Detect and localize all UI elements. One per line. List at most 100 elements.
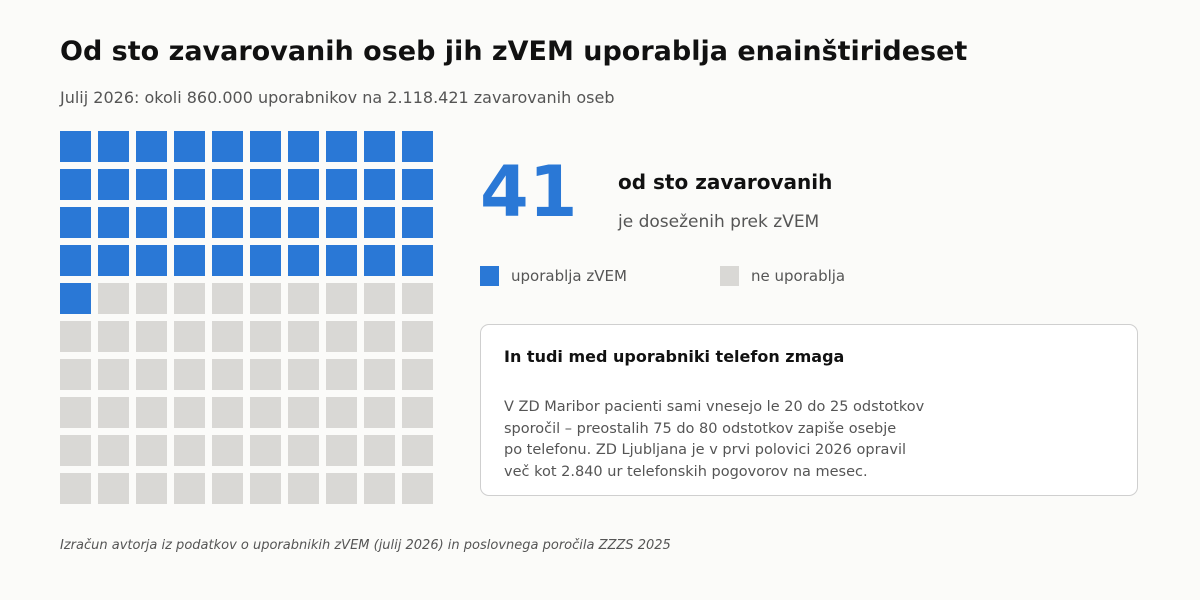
waffle-cell-inactive (326, 359, 357, 390)
waffle-cell-active (174, 169, 205, 200)
waffle-cell-active (250, 169, 281, 200)
waffle-cell-active (212, 245, 243, 276)
waffle-cell-inactive (402, 473, 433, 504)
legend-label-inactive: ne uporablja (751, 267, 846, 285)
waffle-cell-inactive (326, 473, 357, 504)
waffle-cell-active (174, 245, 205, 276)
waffle-cell-active (288, 131, 319, 162)
highlight-sublabel: je doseženih prek zVEM (618, 212, 820, 232)
legend-item-inactive: ne uporablja (720, 266, 845, 286)
legend-swatch-inactive (720, 266, 739, 286)
highlight-label: od sto zavarovanih (618, 170, 833, 194)
waffle-cell-active (60, 207, 91, 238)
waffle-cell-inactive (250, 321, 281, 352)
legend-label-active: uporablja zVEM (511, 267, 627, 285)
page-title: Od sto zavarovanih oseb jih zVEM uporabl… (60, 36, 968, 67)
waffle-cell-inactive (326, 435, 357, 466)
waffle-cell-inactive (60, 435, 91, 466)
info-card-body: V ZD Maribor pacienti sami vnesejo le 20… (504, 397, 1104, 484)
waffle-cell-active (136, 207, 167, 238)
waffle-cell-inactive (174, 321, 205, 352)
waffle-cell-active (212, 131, 243, 162)
info-card-line: sporočil – preostalih 75 do 80 odstotkov… (504, 420, 897, 437)
waffle-cell-inactive (326, 283, 357, 314)
waffle-cell-active (212, 169, 243, 200)
waffle-cell-inactive (250, 283, 281, 314)
waffle-cell-active (326, 245, 357, 276)
waffle-cell-active (288, 245, 319, 276)
waffle-cell-inactive (60, 473, 91, 504)
waffle-cell-inactive (364, 473, 395, 504)
waffle-cell-inactive (136, 473, 167, 504)
waffle-cell-active (250, 245, 281, 276)
waffle-cell-active (402, 245, 433, 276)
waffle-cell-inactive (60, 321, 91, 352)
waffle-cell-active (60, 283, 91, 314)
legend-swatch-active (480, 266, 499, 286)
waffle-cell-inactive (326, 321, 357, 352)
waffle-cell-active (402, 207, 433, 238)
waffle-cell-inactive (60, 397, 91, 428)
waffle-cell-inactive (288, 473, 319, 504)
info-card-line: po telefonu. ZD Ljubljana je v prvi polo… (504, 442, 907, 459)
waffle-cell-inactive (250, 435, 281, 466)
waffle-cell-active (174, 131, 205, 162)
waffle-cell-inactive (212, 359, 243, 390)
waffle-chart (60, 131, 433, 504)
waffle-cell-inactive (250, 359, 281, 390)
waffle-cell-active (250, 207, 281, 238)
waffle-cell-active (288, 169, 319, 200)
waffle-cell-inactive (364, 283, 395, 314)
waffle-cell-active (98, 169, 129, 200)
waffle-cell-inactive (212, 435, 243, 466)
info-card-title: In tudi med uporabniki telefon zmaga (504, 347, 845, 366)
waffle-cell-active (326, 169, 357, 200)
waffle-cell-active (98, 131, 129, 162)
waffle-cell-inactive (98, 397, 129, 428)
waffle-cell-active (364, 207, 395, 238)
waffle-cell-active (364, 245, 395, 276)
waffle-cell-inactive (98, 473, 129, 504)
info-card-line: V ZD Maribor pacienti sami vnesejo le 20… (504, 399, 925, 415)
waffle-cell-inactive (136, 359, 167, 390)
waffle-cell-inactive (212, 473, 243, 504)
waffle-cell-inactive (136, 321, 167, 352)
waffle-cell-inactive (174, 397, 205, 428)
waffle-cell-inactive (212, 397, 243, 428)
waffle-cell-inactive (212, 321, 243, 352)
waffle-cell-inactive (136, 435, 167, 466)
waffle-cell-active (364, 131, 395, 162)
waffle-cell-active (98, 245, 129, 276)
waffle-cell-inactive (174, 435, 205, 466)
waffle-cell-inactive (288, 321, 319, 352)
waffle-cell-inactive (174, 283, 205, 314)
waffle-cell-inactive (364, 321, 395, 352)
waffle-cell-active (402, 169, 433, 200)
waffle-cell-active (136, 131, 167, 162)
waffle-cell-inactive (212, 283, 243, 314)
waffle-cell-inactive (402, 321, 433, 352)
waffle-cell-active (98, 207, 129, 238)
waffle-cell-inactive (326, 397, 357, 428)
waffle-cell-inactive (98, 435, 129, 466)
waffle-cell-inactive (288, 359, 319, 390)
waffle-cell-inactive (98, 321, 129, 352)
waffle-cell-inactive (60, 359, 91, 390)
waffle-cell-inactive (402, 359, 433, 390)
waffle-cell-inactive (364, 435, 395, 466)
waffle-cell-inactive (250, 397, 281, 428)
waffle-cell-inactive (364, 397, 395, 428)
waffle-cell-inactive (136, 283, 167, 314)
highlight-number: 41 (480, 151, 578, 233)
waffle-cell-inactive (288, 283, 319, 314)
page-subtitle: Julij 2026: okoli 860.000 uporabnikov na… (60, 88, 615, 107)
waffle-cell-active (136, 245, 167, 276)
info-card: In tudi med uporabniki telefon zmaga V Z… (480, 324, 1138, 496)
waffle-cell-inactive (288, 397, 319, 428)
waffle-cell-active (364, 169, 395, 200)
waffle-cell-active (60, 245, 91, 276)
waffle-cell-active (402, 131, 433, 162)
waffle-cell-inactive (250, 473, 281, 504)
waffle-cell-inactive (402, 435, 433, 466)
waffle-cell-inactive (364, 359, 395, 390)
